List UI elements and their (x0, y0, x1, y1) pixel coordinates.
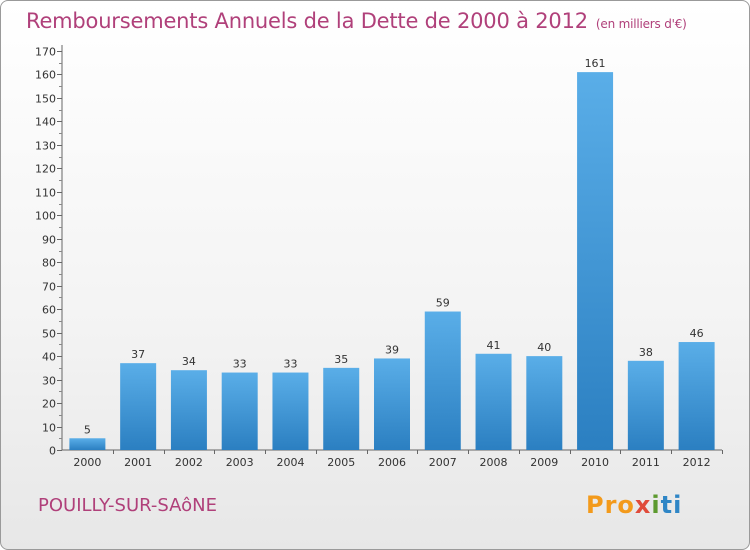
x-tick-label: 2012 (683, 456, 711, 469)
bar-value-label: 161 (585, 57, 606, 70)
y-tick-label: 110 (35, 187, 56, 200)
bar (323, 367, 360, 450)
bar-value-label: 33 (233, 358, 247, 371)
y-tick-label: 150 (35, 93, 56, 106)
y-tick-label: 40 (42, 351, 56, 364)
y-tick-label: 90 (42, 234, 56, 247)
logo-part-1: Pro (586, 491, 635, 519)
x-tick-label: 2001 (124, 456, 152, 469)
x-tick-label: 2008 (480, 456, 508, 469)
x-tick-label: 2000 (73, 456, 101, 469)
y-tick-label: 80 (42, 257, 56, 270)
bar-value-label: 38 (639, 346, 653, 359)
bar-value-label: 35 (334, 353, 348, 366)
bar-value-label: 5 (84, 423, 91, 436)
y-tick-label: 100 (35, 210, 56, 223)
x-tick-label: 2006 (378, 456, 406, 469)
y-tick-label: 70 (42, 281, 56, 294)
bar-value-label: 59 (436, 297, 450, 310)
x-tick-label: 2003 (226, 456, 254, 469)
bar-value-label: 46 (690, 327, 704, 340)
y-tick-label: 50 (42, 328, 56, 341)
x-tick-label: 2010 (581, 456, 609, 469)
commune-name: POUILLY-SUR-SAôNE (38, 495, 218, 516)
bar (475, 353, 512, 450)
chart-title: Remboursements Annuels de la Dette de 20… (26, 9, 687, 33)
y-tick-label: 30 (42, 375, 56, 388)
y-tick-label: 160 (35, 69, 56, 82)
bar (120, 363, 157, 450)
bar-value-label: 33 (283, 358, 297, 371)
bar-value-label: 37 (131, 348, 145, 361)
x-tick-label: 2007 (429, 456, 457, 469)
chart-subtitle: (en milliers d'€) (595, 17, 687, 31)
bar-value-label: 40 (537, 341, 551, 354)
proxiti-logo: Proxiti (586, 491, 682, 519)
bar-value-label: 34 (182, 355, 196, 368)
y-tick-label: 130 (35, 140, 56, 153)
y-tick-label: 20 (42, 398, 56, 411)
logo-part-2: x (634, 491, 652, 519)
y-tick-label: 140 (35, 116, 56, 129)
logo-part-3: i (651, 491, 661, 519)
bar (374, 358, 410, 450)
bar (272, 372, 309, 450)
y-tick-label: 10 (42, 422, 56, 435)
bar (221, 372, 258, 450)
x-tick-label: 2002 (175, 456, 203, 469)
x-tick-label: 2005 (327, 456, 355, 469)
bar (170, 370, 207, 450)
bar (526, 356, 563, 450)
bar-value-label: 41 (487, 339, 501, 352)
bar (577, 72, 614, 450)
bar (678, 342, 715, 450)
x-tick-label: 2009 (530, 456, 558, 469)
bar (424, 311, 461, 450)
y-tick-label: 0 (49, 445, 56, 458)
bar (627, 360, 664, 450)
y-tick-label: 120 (35, 163, 56, 176)
chart-title-text: Remboursements Annuels de la Dette de 20… (26, 9, 588, 33)
y-tick-label: 170 (35, 46, 56, 59)
x-tick-label: 2004 (276, 456, 304, 469)
y-tick-label: 60 (42, 304, 56, 317)
bar-value-label: 39 (385, 343, 399, 356)
logo-part-4: ti (660, 491, 683, 519)
x-tick-label: 2011 (632, 456, 660, 469)
bar (69, 438, 106, 450)
